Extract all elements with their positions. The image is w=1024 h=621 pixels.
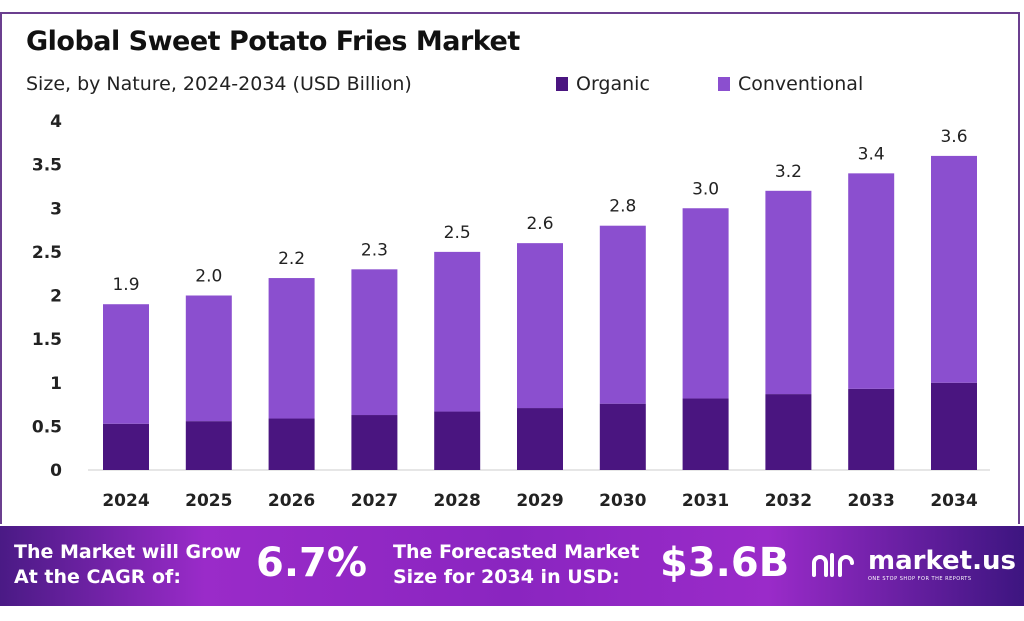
y-tick-label: 0 bbox=[50, 461, 62, 481]
bar-organic-2027 bbox=[351, 415, 398, 470]
bar-conventional-2028 bbox=[434, 251, 481, 412]
cagr-text-line1: The Market will Grow bbox=[14, 541, 242, 563]
x-tick-label: 2033 bbox=[848, 491, 895, 511]
bar-organic-2030 bbox=[599, 403, 646, 470]
data-label-2029: 2.6 bbox=[526, 214, 553, 234]
x-tick-label: 2034 bbox=[930, 491, 977, 511]
bar-organic-2028 bbox=[434, 411, 481, 470]
y-tick-label: 1.5 bbox=[32, 330, 62, 350]
x-tick-label: 2029 bbox=[516, 491, 563, 511]
bar-organic-2029 bbox=[517, 408, 563, 470]
x-tick-label: 2028 bbox=[434, 491, 481, 511]
y-tick-label: 4 bbox=[50, 112, 62, 132]
chart-title: Global Sweet Potato Fries Market bbox=[26, 26, 520, 57]
data-label-2032: 3.2 bbox=[775, 162, 802, 182]
bar-organic-2025 bbox=[185, 421, 232, 470]
legend-organic: Organic bbox=[556, 73, 650, 95]
bar-organic-2032 bbox=[765, 394, 812, 470]
logo-icon bbox=[812, 553, 854, 577]
cagr-value: 6.7% bbox=[256, 540, 367, 586]
data-label-2025: 2.0 bbox=[195, 267, 222, 287]
y-tick-label: 3.5 bbox=[32, 156, 62, 176]
data-label-2026: 2.2 bbox=[278, 249, 305, 269]
chart-frame bbox=[0, 12, 1020, 524]
bar-organic-2033 bbox=[848, 388, 895, 470]
bar-organic-2031 bbox=[682, 398, 729, 470]
data-label-2027: 2.3 bbox=[361, 240, 388, 260]
x-tick-label: 2025 bbox=[185, 491, 232, 511]
forecast-text-line2: Size for 2034 in USD: bbox=[393, 566, 620, 588]
x-tick-label: 2032 bbox=[765, 491, 812, 511]
legend-label-organic: Organic bbox=[576, 73, 650, 95]
bar-conventional-2029 bbox=[517, 243, 563, 409]
x-tick-label: 2024 bbox=[102, 491, 149, 511]
data-label-2030: 2.8 bbox=[609, 197, 636, 217]
data-label-2024: 1.9 bbox=[112, 275, 139, 295]
y-tick-label: 2 bbox=[50, 287, 62, 307]
chart-subtitle: Size, by Nature, 2024-2034 (USD Billion) bbox=[26, 73, 412, 95]
y-tick-label: 3 bbox=[50, 199, 62, 219]
forecast-value: $3.6B bbox=[660, 540, 790, 586]
data-label-2028: 2.5 bbox=[444, 223, 471, 243]
x-tick-label: 2030 bbox=[599, 491, 646, 511]
data-label-2033: 3.4 bbox=[858, 144, 885, 164]
market-us-logo: market.us ONE STOP SHOP FOR THE REPORTS bbox=[810, 546, 1016, 582]
bar-organic-2026 bbox=[268, 418, 315, 470]
legend-label-conventional: Conventional bbox=[738, 73, 864, 95]
bar-conventional-2024 bbox=[103, 304, 149, 424]
logo-tagline: ONE STOP SHOP FOR THE REPORTS bbox=[868, 576, 972, 582]
cagr-text-line2: At the CAGR of: bbox=[14, 566, 181, 588]
x-tick-label: 2026 bbox=[268, 491, 315, 511]
bar-chart: 0 0.5 1 1.5 2 2.5 3 3.5 4 1.9 2024 2.0 2025 2.2 2026 2.… bbox=[32, 112, 990, 511]
bar-conventional-2033 bbox=[848, 173, 895, 389]
data-label-2034: 3.6 bbox=[940, 127, 967, 147]
bar-organic-2034 bbox=[931, 382, 977, 470]
bar-conventional-2030 bbox=[599, 225, 646, 404]
bar-conventional-2031 bbox=[682, 208, 729, 399]
bar-conventional-2026 bbox=[268, 278, 315, 419]
bar-conventional-2025 bbox=[185, 295, 232, 422]
x-tick-label: 2027 bbox=[351, 491, 398, 511]
legend-swatch-conventional bbox=[718, 77, 730, 91]
legend-swatch-organic bbox=[556, 77, 568, 91]
y-tick-label: 1 bbox=[50, 374, 62, 394]
data-label-2031: 3.0 bbox=[692, 179, 719, 199]
y-tick-label: 0.5 bbox=[32, 417, 62, 437]
logo-name: market.us bbox=[868, 546, 1016, 576]
x-tick-label: 2031 bbox=[682, 491, 729, 511]
y-tick-label: 2.5 bbox=[32, 243, 62, 263]
legend-conventional: Conventional bbox=[718, 73, 863, 95]
bar-conventional-2034 bbox=[931, 155, 977, 383]
bar-conventional-2027 bbox=[351, 269, 398, 416]
bar-conventional-2032 bbox=[765, 190, 812, 395]
bar-organic-2024 bbox=[103, 423, 149, 470]
forecast-text-line1: The Forecasted Market bbox=[393, 541, 640, 563]
footer-banner: The Market will Grow At the CAGR of: 6.7… bbox=[0, 526, 1024, 606]
